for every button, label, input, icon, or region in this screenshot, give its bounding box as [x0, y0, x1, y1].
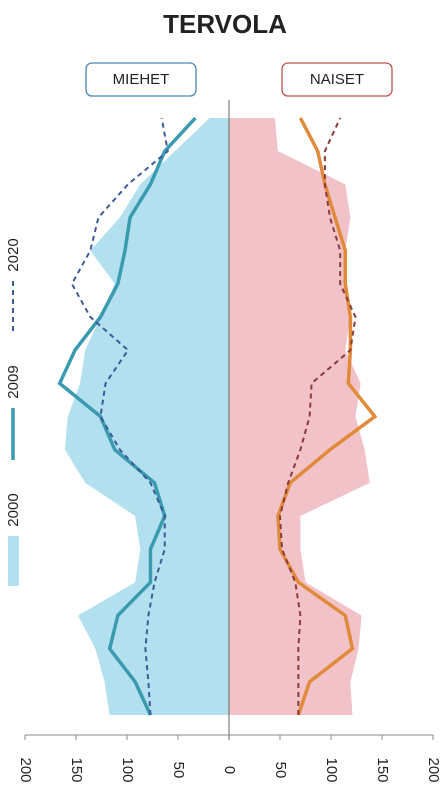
legend-label: 2009 [5, 365, 22, 398]
x-tick-label: 200 [425, 757, 440, 782]
chart-title: TERVOLA [163, 9, 287, 39]
panel-label-box [281, 62, 393, 97]
x-tick-label: 50 [272, 762, 289, 779]
legend-swatch [8, 536, 19, 586]
x-tick-label: 150 [374, 757, 391, 782]
line [57, 116, 197, 716]
x-tick-label: 200 [17, 757, 34, 782]
area [64, 118, 229, 715]
panel-label: MIEHET [113, 71, 170, 88]
x-tick-label: 150 [68, 757, 85, 782]
area [229, 118, 370, 715]
x-tick-label: 50 [170, 762, 187, 779]
panel-label: NAISET [310, 71, 364, 88]
line [70, 117, 169, 716]
x-tick-label: 100 [323, 757, 340, 782]
x-tick-label: 0 [221, 766, 238, 774]
line [276, 117, 378, 716]
legend-label: 2020 [5, 238, 22, 271]
legend-label: 2000 [5, 493, 22, 526]
x-tick-label: 100 [119, 757, 136, 782]
line [278, 117, 357, 715]
panel-label-box [85, 62, 197, 97]
